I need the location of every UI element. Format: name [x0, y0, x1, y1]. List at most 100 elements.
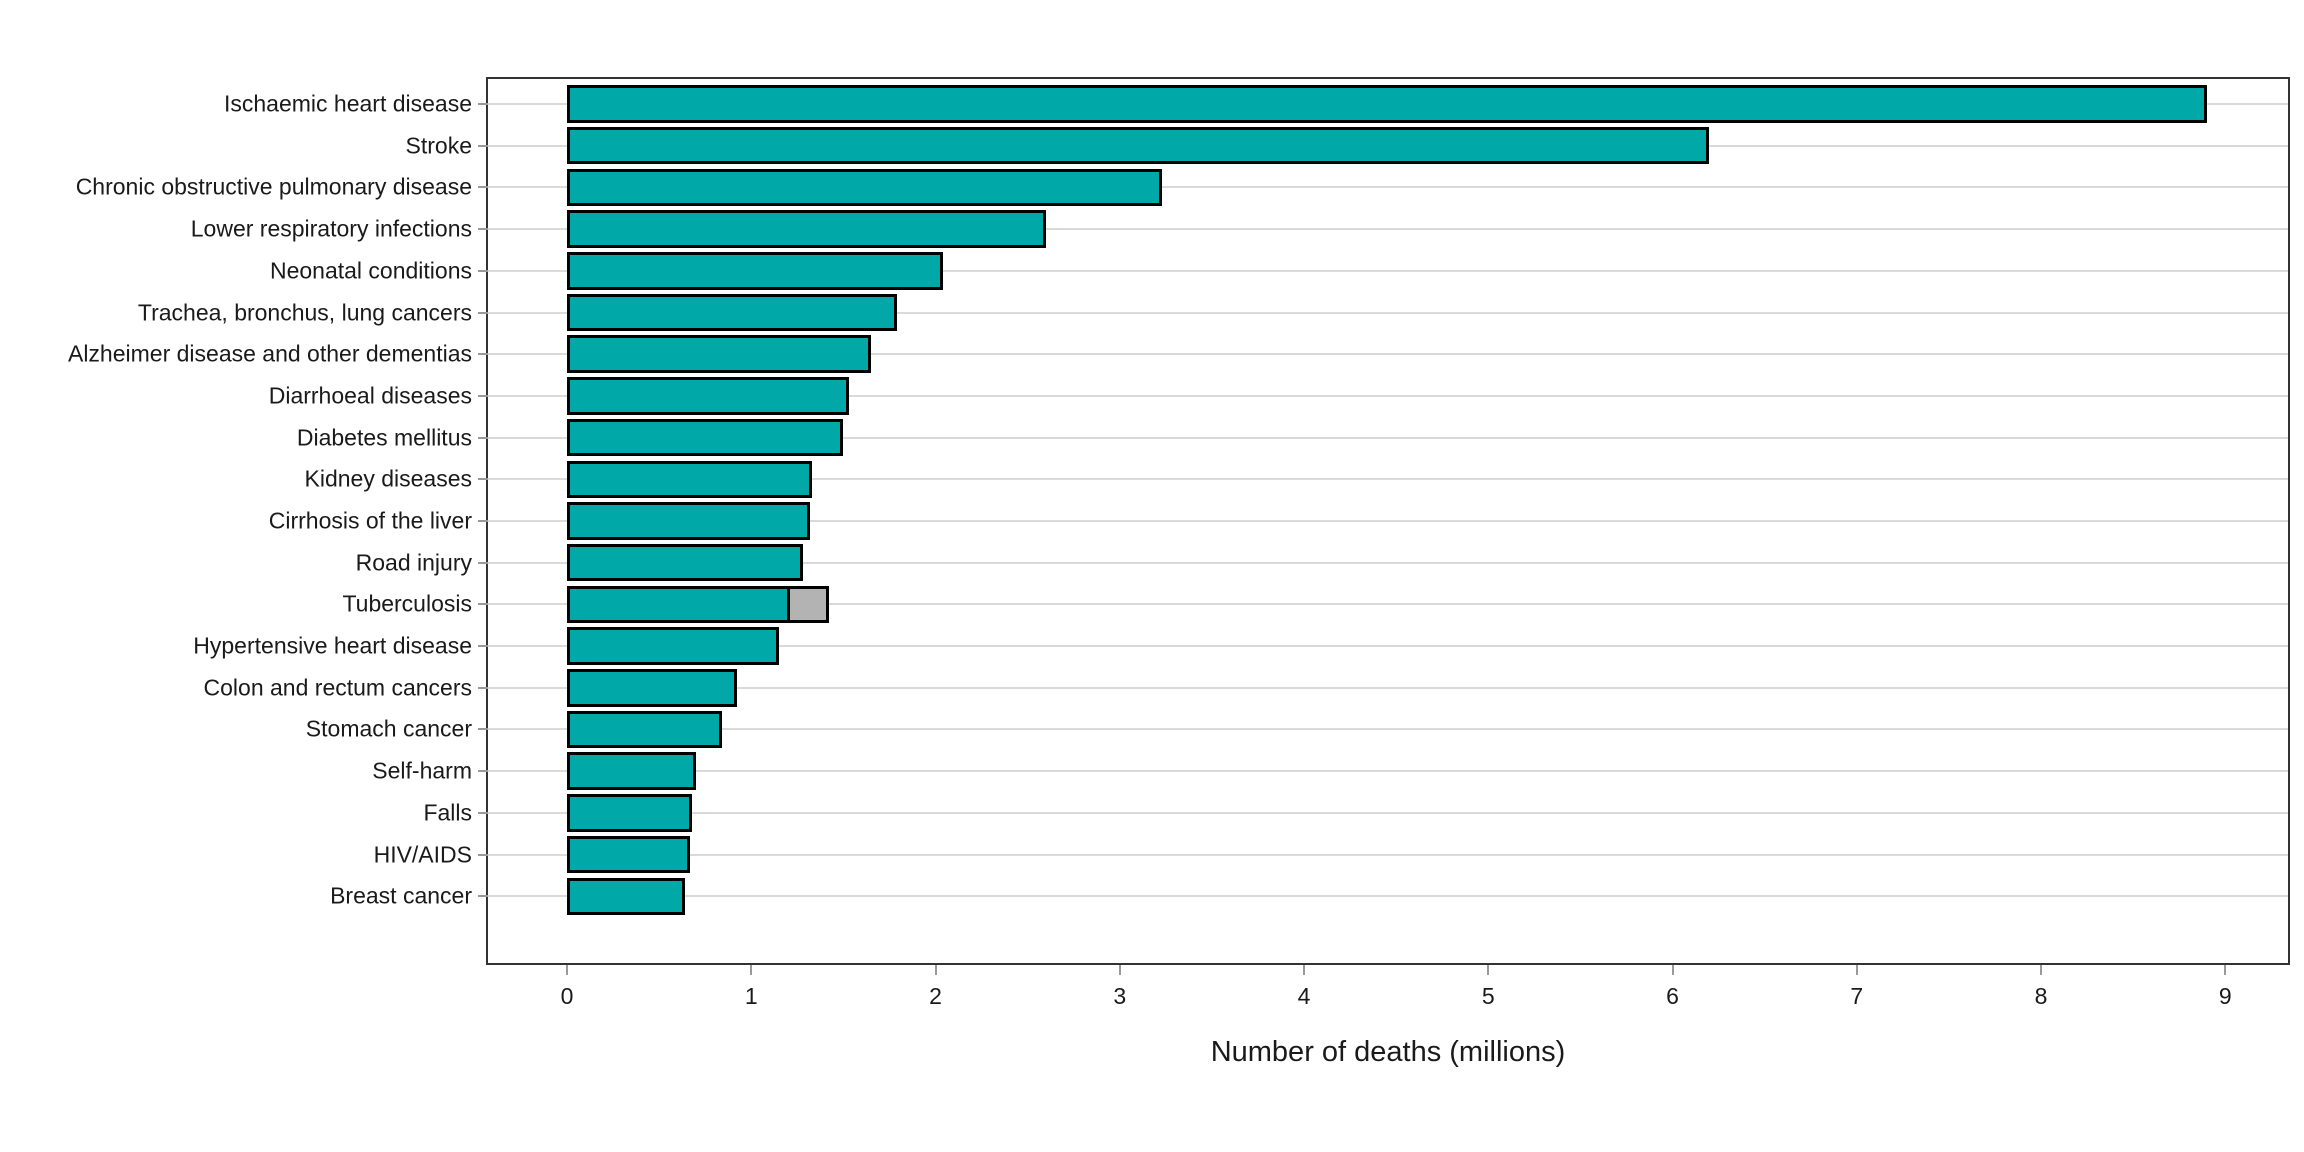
y-tick-mark	[478, 561, 488, 564]
bar	[567, 210, 1047, 248]
x-tick-mark	[1118, 965, 1121, 975]
y-tick-mark	[478, 645, 488, 648]
gridline	[488, 228, 2288, 231]
category-label: Kidney diseases	[304, 465, 473, 492]
gridline	[488, 353, 2288, 356]
y-tick-mark	[478, 811, 488, 814]
bar	[567, 168, 1163, 207]
x-tick-label: 3	[1113, 983, 1127, 1009]
category-label: Self-harm	[372, 757, 472, 784]
category-label: HIV/AIDS	[373, 841, 472, 868]
bar	[567, 418, 844, 457]
y-tick-mark	[478, 103, 488, 106]
category-label: Colon and rectum cancers	[203, 674, 472, 701]
x-tick-mark	[1671, 965, 1674, 975]
gridline	[488, 436, 2288, 439]
bar	[567, 585, 790, 624]
gridline	[488, 728, 2288, 731]
category-label: Neonatal conditions	[269, 257, 472, 284]
y-tick-mark	[478, 520, 488, 522]
category-label: Hypertensive heart disease	[193, 632, 472, 659]
x-tick-label: 0	[560, 983, 574, 1009]
x-tick-label: 6	[1666, 983, 1679, 1009]
bar	[567, 752, 696, 790]
y-tick-mark	[478, 478, 488, 481]
category-label: Road injury	[355, 549, 472, 576]
category-label: Diarrhoeal diseases	[268, 382, 472, 409]
x-tick-label: 5	[1481, 983, 1495, 1009]
bar	[567, 335, 871, 373]
y-tick-mark	[478, 353, 488, 356]
y-tick-mark	[478, 394, 488, 397]
category-label: Diabetes mellitus	[296, 424, 472, 451]
gridline	[488, 770, 2288, 773]
y-tick-mark	[478, 603, 488, 606]
bar	[567, 543, 803, 582]
gridline	[488, 478, 2288, 481]
plot-panel	[486, 77, 2290, 965]
x-axis-title: Number of deaths (millions)	[1210, 1036, 1566, 1068]
x-tick-label: 8	[2034, 983, 2048, 1009]
y-tick-mark	[478, 436, 488, 439]
y-tick-mark	[478, 686, 488, 689]
y-tick-mark	[478, 269, 488, 272]
category-label: Falls	[423, 799, 472, 826]
gridline	[488, 186, 2288, 189]
x-tick-mark	[1303, 965, 1305, 975]
bar-overlay-segment	[786, 585, 829, 624]
category-label: Ischaemic heart disease	[223, 90, 472, 117]
gridline	[488, 811, 2288, 814]
gridline	[488, 603, 2288, 606]
category-label: Trachea, bronchus, lung cancers	[137, 299, 472, 325]
x-tick-mark	[1855, 965, 1858, 975]
y-tick-mark	[478, 186, 488, 189]
category-label: Cirrhosis of the liver	[268, 507, 472, 534]
bar	[567, 710, 722, 749]
y-tick-mark	[478, 895, 488, 898]
gridline	[488, 853, 2288, 856]
gridline	[488, 520, 2288, 522]
bar	[567, 794, 693, 832]
bar	[567, 835, 691, 874]
y-tick-mark	[478, 311, 488, 314]
bar	[567, 126, 1710, 165]
gridline	[488, 645, 2288, 648]
bar	[567, 877, 685, 916]
gridline	[488, 269, 2288, 272]
bar	[567, 85, 2207, 123]
x-tick-label: 4	[1297, 983, 1311, 1009]
category-label: Stroke	[405, 132, 472, 159]
y-tick-mark	[478, 853, 488, 856]
bar	[567, 460, 813, 499]
gridline	[488, 895, 2288, 898]
y-tick-mark	[478, 228, 488, 231]
gridline	[488, 561, 2288, 564]
bar	[567, 627, 779, 665]
bar	[567, 252, 943, 290]
category-label: Chronic obstructive pulmonary disease	[75, 173, 472, 200]
bar	[567, 669, 737, 707]
x-tick-label: 7	[1850, 983, 1864, 1009]
x-tick-label: 1	[744, 983, 758, 1009]
y-tick-mark	[478, 144, 488, 147]
x-tick-mark	[566, 965, 568, 975]
category-label: Lower respiratory infections	[190, 215, 472, 242]
category-label: Tuberculosis	[342, 590, 472, 617]
x-tick-mark	[1487, 965, 1490, 975]
category-label: Breast cancer	[330, 882, 472, 909]
bar	[567, 377, 849, 415]
x-tick-label: 2	[929, 983, 942, 1009]
bar	[567, 502, 811, 540]
y-tick-mark	[478, 728, 488, 731]
x-tick-mark	[934, 965, 937, 975]
gridline	[488, 311, 2288, 314]
bar	[567, 293, 897, 332]
category-label: Alzheimer disease and other dementias	[67, 340, 472, 367]
gridline	[488, 686, 2288, 689]
x-tick-label: 9	[2218, 983, 2232, 1009]
gridline	[488, 394, 2288, 397]
x-tick-mark	[2040, 965, 2042, 975]
x-tick-mark	[2224, 965, 2227, 975]
x-tick-mark	[750, 965, 753, 975]
